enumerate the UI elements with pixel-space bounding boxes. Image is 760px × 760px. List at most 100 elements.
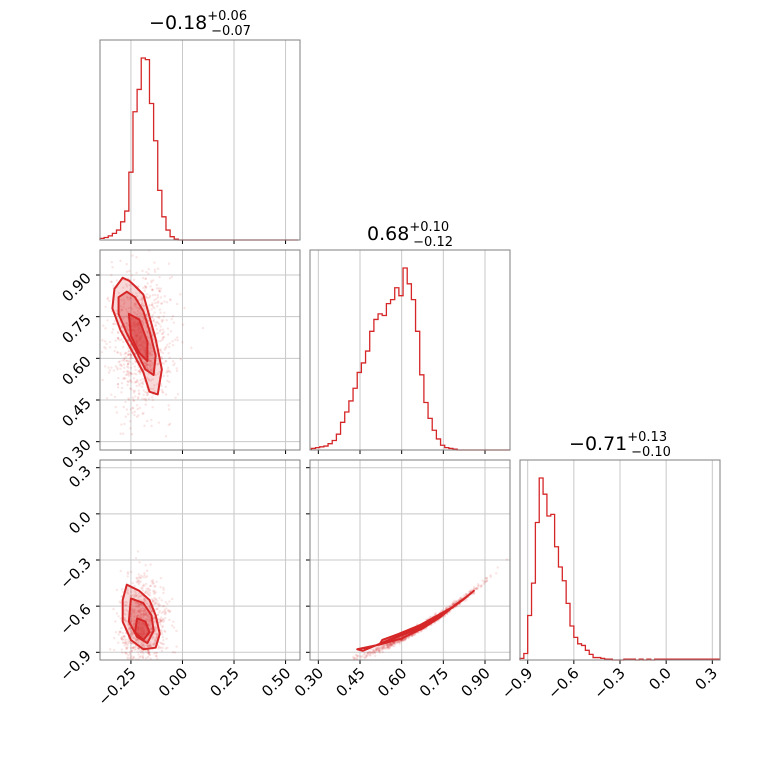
sample-point — [143, 398, 146, 401]
sample-point — [137, 604, 141, 607]
sample-point — [165, 607, 168, 610]
sample-point — [134, 368, 137, 372]
sample-point — [162, 330, 166, 334]
panel-2d-param-1-vs-2: 0.300.450.600.750.90 — [58, 249, 301, 472]
sample-point — [158, 621, 162, 624]
sample-point — [106, 298, 109, 301]
sample-point — [142, 389, 145, 392]
sample-point — [116, 336, 120, 340]
sample-point — [112, 607, 115, 611]
sample-point — [131, 631, 134, 634]
sample-point — [136, 380, 139, 383]
sample-point — [379, 646, 382, 649]
sample-point — [150, 316, 154, 319]
sample-point — [141, 302, 144, 306]
sample-point — [145, 569, 149, 573]
sample-point — [443, 615, 446, 618]
sample-point — [141, 656, 145, 659]
sample-point — [144, 361, 147, 364]
sample-point — [127, 371, 131, 374]
sample-point — [101, 339, 104, 342]
sample-point — [152, 600, 155, 603]
sample-point — [380, 649, 383, 652]
sample-point — [148, 351, 151, 355]
sample-point — [134, 556, 138, 560]
sample-point — [153, 600, 157, 604]
sample-point — [130, 657, 134, 660]
sample-point — [141, 315, 145, 319]
sample-point — [476, 587, 480, 590]
sample-point — [139, 298, 142, 301]
sample-point — [141, 654, 144, 658]
sample-point — [131, 411, 134, 414]
sample-point — [125, 640, 128, 644]
sample-point — [128, 650, 132, 654]
sample-point — [154, 598, 158, 601]
sample-point — [164, 393, 168, 396]
sample-point — [132, 398, 135, 402]
sample-point — [141, 377, 144, 381]
sample-point — [133, 622, 136, 626]
sample-point — [164, 360, 167, 363]
sample-point — [104, 305, 107, 309]
sample-point — [157, 300, 160, 303]
sample-point — [113, 395, 117, 399]
sample-point — [151, 363, 154, 366]
sample-point — [377, 650, 381, 653]
sample-point — [127, 638, 130, 641]
sample-point — [141, 381, 144, 384]
sample-point — [152, 387, 155, 390]
sample-point — [141, 613, 144, 617]
sample-point — [148, 296, 151, 299]
histogram-step-line — [99, 57, 298, 241]
sample-point — [366, 651, 369, 654]
sample-point — [130, 649, 134, 653]
sample-point — [165, 371, 168, 374]
sample-point — [115, 411, 119, 414]
sample-point — [124, 642, 128, 646]
sample-point — [137, 667, 139, 669]
sample-point — [137, 605, 141, 608]
sample-point — [133, 389, 137, 393]
sample-point — [135, 604, 138, 608]
sample-point — [125, 359, 128, 363]
sample-point — [125, 359, 129, 362]
sample-point — [147, 319, 150, 323]
sample-point — [155, 675, 157, 677]
sample-point — [132, 618, 136, 621]
sample-point — [166, 333, 170, 336]
sample-point — [143, 598, 147, 601]
sample-point — [130, 630, 133, 633]
sample-point — [157, 421, 161, 424]
sample-point — [132, 646, 135, 649]
sample-point — [484, 580, 488, 583]
sample-point — [136, 601, 139, 605]
sample-point — [131, 307, 134, 311]
sample-point — [160, 384, 163, 388]
sample-point — [152, 643, 156, 647]
sample-point — [496, 566, 499, 569]
sample-point — [375, 649, 378, 652]
sample-point — [156, 294, 160, 297]
sample-point — [126, 295, 129, 299]
sample-point — [133, 689, 135, 691]
sample-point — [158, 308, 162, 311]
sample-point — [166, 646, 169, 649]
sample-point — [165, 300, 169, 304]
sample-point — [141, 616, 144, 620]
panel-hist-param-2 — [309, 249, 511, 454]
sample-point — [118, 600, 121, 603]
sample-point — [153, 390, 156, 393]
sample-point — [154, 629, 157, 632]
sample-point — [127, 350, 130, 353]
sample-point — [130, 274, 133, 277]
sample-point — [148, 363, 152, 367]
sample-point — [176, 393, 180, 396]
sample-point — [159, 339, 162, 343]
sample-point — [175, 369, 179, 373]
sample-point — [168, 356, 171, 359]
sample-point — [373, 651, 377, 654]
sample-point — [110, 280, 113, 283]
sample-point — [141, 382, 145, 386]
sample-point — [364, 655, 368, 659]
